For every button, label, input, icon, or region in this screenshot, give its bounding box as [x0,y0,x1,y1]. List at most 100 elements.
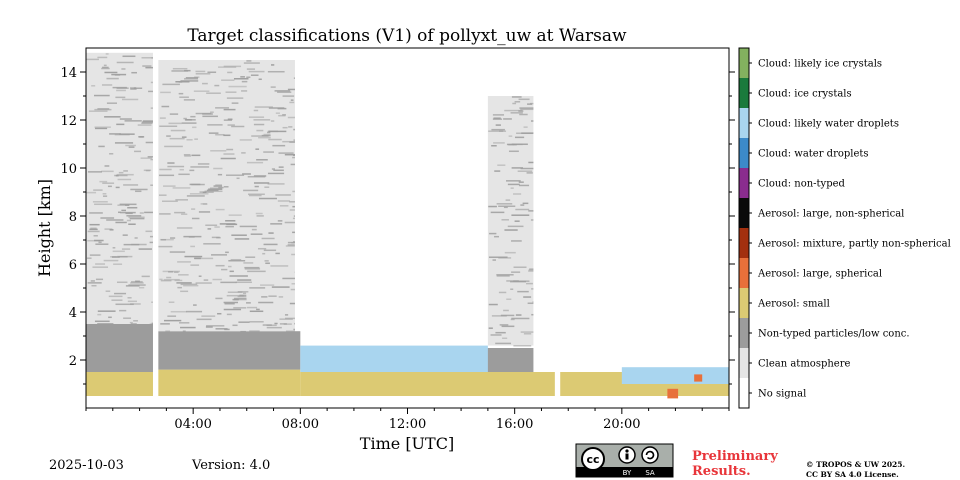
texture-streak [137,124,152,126]
texture-streak [523,126,528,128]
texture-streak [288,126,293,128]
texture-streak [97,323,114,325]
texture-streak [119,309,127,312]
texture-streak [109,153,114,155]
texture-streak [520,331,534,333]
texture-streak [179,168,184,171]
texture-streak [249,287,266,289]
texture-streak [515,208,530,211]
texture-streak [248,193,265,196]
texture-streak [253,182,270,184]
texture-streak [530,219,534,221]
texture-streak [159,238,174,241]
texture-streak [113,263,123,265]
texture-streak [210,150,227,152]
texture-streak [209,187,223,189]
texture-streak [527,302,534,305]
texture-streak [290,288,295,291]
texture-streak [189,193,209,195]
texture-streak [147,156,153,158]
texture-streak [511,167,523,169]
texture-streak [89,228,98,231]
texture-streak [204,190,223,193]
texture-streak [263,133,271,136]
texture-streak [223,153,235,155]
texture-streak [271,64,275,66]
legend-swatch [739,168,749,198]
texture-streak [511,317,530,320]
texture-streak [90,227,97,230]
texture-streak [86,257,92,259]
texture-streak [128,146,135,148]
texture-streak [134,237,138,239]
texture-streak [122,234,128,236]
texture-streak [228,259,246,262]
texture-streak [254,106,273,108]
x-axis-label: Time [UTC] [360,434,454,453]
texture-streak [215,208,225,211]
texture-streak [527,103,533,105]
texture-streak [246,161,264,164]
texture-streak [168,301,175,303]
texture-streak [244,268,261,270]
texture-streak [92,201,108,203]
texture-streak [97,313,102,316]
y-tick-label: 6 [69,258,77,273]
texture-streak [123,184,139,186]
texture-streak [530,120,534,122]
texture-streak [203,243,221,245]
y-axis-label: Height [km] [35,179,54,277]
texture-streak [274,322,278,325]
texture-streak [114,74,121,76]
texture-streak [520,167,534,170]
texture-streak [215,264,225,267]
texture-streak [282,277,295,280]
texture-streak [191,208,196,210]
texture-streak [170,310,187,313]
date-label: 2025-10-03 [49,458,124,473]
texture-streak [164,145,183,148]
texture-streak [291,253,295,256]
texture-streak [253,175,267,177]
texture-streak [284,221,295,224]
texture-streak [529,268,534,270]
texture-streak [116,89,126,92]
texture-streak [504,251,516,254]
texture-streak [88,110,108,112]
texture-streak [261,237,275,240]
texture-streak [94,320,110,323]
texture-streak [121,98,139,101]
texture-streak [272,144,286,147]
texture-streak [180,290,189,293]
texture-streak [514,136,525,139]
texture-streak [134,150,142,153]
texture-streak [519,107,534,109]
y-axis-ticks: 2 4 6 8 10 12 14 [60,66,735,385]
texture-streak [278,166,284,168]
texture-streak [118,171,124,174]
texture-streak [190,166,210,168]
texture-streak [170,129,186,132]
texture-streak [184,119,196,121]
texture-streak [517,170,533,172]
texture-streak [196,318,212,321]
texture-streak [506,180,521,182]
texture-streak [494,170,501,172]
texture-streak [130,323,137,325]
texture-streak [175,81,190,83]
texture-streak [105,290,111,292]
texture-streak [285,245,295,247]
texture-streak [520,108,534,111]
texture-streak [225,174,245,176]
texture-streak [229,270,234,273]
texture-streak [279,323,287,325]
texture-streak [279,318,293,320]
legend-label: Cloud: ice crystals [758,89,852,100]
region-non-typed-particles-low-conc--5 [158,331,301,370]
texture-streak [150,184,153,186]
texture-streak [193,304,197,306]
texture-streak [183,235,202,238]
texture-streak [289,101,295,104]
texture-streak [190,115,196,118]
